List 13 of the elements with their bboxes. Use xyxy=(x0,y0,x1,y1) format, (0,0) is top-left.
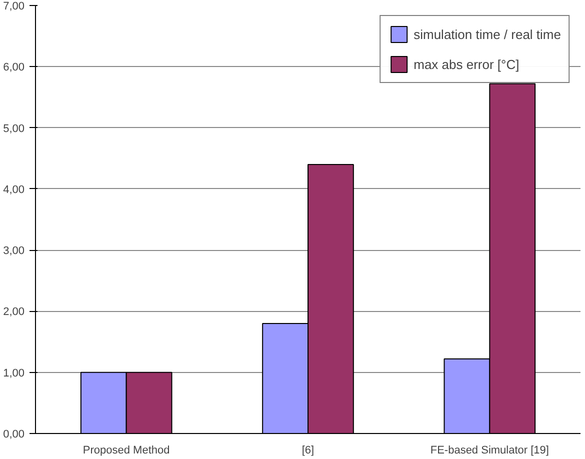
y-tick-label: 0,00 xyxy=(3,428,25,440)
y-tick-label: 4,00 xyxy=(3,184,25,196)
y-tick-label: 3,00 xyxy=(3,245,25,258)
y-tick-label: 5,00 xyxy=(3,122,25,135)
legend-label: max abs error [°C] xyxy=(414,56,520,72)
y-tick-label: 6,00 xyxy=(3,62,25,74)
y-tick-label: 1,00 xyxy=(3,367,25,380)
x-tick-label: FE-based Simulator [19] xyxy=(430,444,549,456)
y-tick-label: 7,00 xyxy=(3,0,25,12)
x-tick-label: [6] xyxy=(302,444,314,456)
x-tick-label: Proposed Method xyxy=(82,444,170,456)
y-tick-label: 2,00 xyxy=(3,306,25,318)
legend-label: simulation time / real time xyxy=(414,26,561,42)
